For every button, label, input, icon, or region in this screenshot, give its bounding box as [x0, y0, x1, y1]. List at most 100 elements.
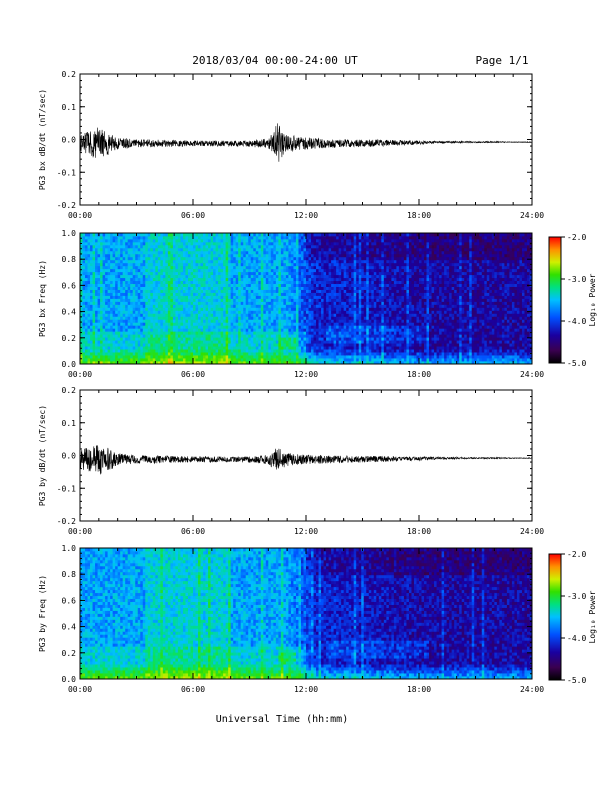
spectrogram-cell	[137, 322, 141, 326]
spectrogram-cell	[336, 241, 340, 246]
spectrogram-cell	[233, 289, 237, 293]
spectrogram-cell	[170, 235, 174, 240]
spectrogram-cell	[208, 322, 211, 326]
spectrogram-cell	[285, 313, 289, 317]
spectrogram-cell	[152, 313, 156, 317]
spectrogram-cell	[238, 310, 242, 314]
spectrogram-cell	[290, 319, 294, 323]
spectrogram-cell	[122, 316, 126, 320]
spectrogram-cell	[240, 346, 244, 350]
spectrogram-cell	[341, 268, 345, 273]
spectrogram-cell	[117, 253, 121, 258]
spectrogram-cell	[338, 337, 342, 341]
spectrogram-cell	[85, 325, 88, 329]
spectrogram-cell	[275, 331, 279, 335]
spectrogram-cell	[280, 334, 284, 338]
spectrogram-cell	[115, 238, 119, 243]
spectrogram-cell	[137, 316, 141, 320]
spectrogram-cell	[140, 250, 144, 255]
spectrogram-cell	[258, 316, 262, 320]
spectrogram-cell	[278, 277, 282, 282]
spectrogram-cell	[198, 319, 201, 323]
spectrogram-cell	[223, 343, 227, 347]
spectrogram-cell	[102, 256, 106, 261]
spectrogram-cell	[107, 313, 111, 317]
spectrogram-cell	[353, 343, 357, 347]
spectrogram-cell	[157, 256, 161, 261]
spectrogram-cell	[90, 286, 93, 290]
spectrogram-cell	[107, 343, 111, 347]
spectrogram-cell	[162, 316, 166, 320]
spectrogram-cell	[260, 307, 264, 311]
spectrogram-cell	[265, 346, 269, 350]
spectrogram-cell	[132, 343, 136, 347]
spectrogram-cell	[260, 349, 264, 353]
spectrogram-cell	[323, 250, 327, 255]
spectrogram-cell	[117, 271, 121, 276]
spectrogram-cell	[250, 286, 254, 290]
spectrogram-cell	[336, 349, 340, 353]
spectrogram-cell	[105, 259, 109, 264]
spectrogram-cell	[182, 233, 186, 237]
spectrogram-cell	[172, 241, 176, 246]
spectrogram-cell	[172, 265, 176, 270]
spectrogram-cell	[125, 277, 129, 282]
spectrogram-cell	[343, 340, 347, 344]
spectrogram-cell	[80, 247, 83, 252]
spectrogram-cell	[205, 334, 209, 338]
spectrogram-cell	[102, 274, 106, 279]
spectrogram-cell	[316, 325, 319, 329]
spectrogram-cell	[100, 340, 103, 344]
spectrogram-cell	[240, 358, 244, 362]
spectrogram-cell	[200, 328, 204, 332]
spectrogram-cell	[102, 325, 106, 329]
spectrogram-cell	[107, 283, 111, 287]
spectrogram-cell	[253, 346, 257, 350]
spectrogram-cell	[265, 241, 269, 246]
spectrogram-cell	[142, 244, 146, 249]
spectrogram-cell	[333, 346, 337, 350]
spectrogram-cell	[323, 289, 327, 293]
spectrogram-cell	[285, 337, 289, 341]
spectrogram-cell	[137, 238, 141, 243]
spectrogram-cell	[210, 241, 214, 246]
spectrogram-cell	[127, 358, 131, 362]
spectrogram-cell	[288, 295, 292, 299]
spectrogram-cell	[333, 343, 337, 347]
spectrogram-cell	[145, 274, 149, 279]
spectrogram-cell	[353, 277, 357, 282]
spectrogram-cell	[223, 337, 227, 341]
spectrogram-cell	[278, 289, 282, 293]
spectrogram-cell	[333, 283, 337, 287]
spectrogram-cell	[255, 322, 259, 326]
spectrogram-cell	[218, 235, 222, 240]
spectrogram-cell	[172, 346, 176, 350]
spectrogram-cell	[97, 280, 101, 285]
spectrogram-cell	[147, 241, 151, 246]
spectrogram-cell	[255, 250, 259, 255]
spectrogram-cell	[228, 277, 232, 282]
spectrogram-cell	[175, 295, 179, 299]
spectrogram-cell	[240, 310, 244, 314]
spectrogram-cell	[311, 334, 314, 338]
spectrogram-cell	[195, 343, 199, 347]
spectrogram-cell	[250, 292, 254, 296]
spectrogram-cell	[172, 238, 176, 243]
spectrogram-cell	[300, 286, 304, 290]
spectrogram-cell	[336, 265, 340, 270]
spectrogram-cell	[132, 259, 136, 264]
spectrogram-cell	[122, 334, 126, 338]
spectrogram-cell	[293, 238, 297, 243]
spectrogram-cell	[112, 277, 116, 282]
spectrogram-cell	[198, 328, 201, 332]
spectrogram-cell	[117, 265, 121, 270]
spectrogram-cell	[195, 322, 199, 326]
spectrogram-cell	[120, 319, 124, 323]
spectrogram-cell	[85, 250, 88, 255]
spectrogram-cell	[351, 334, 355, 338]
spectrogram-cell	[177, 295, 181, 299]
spectrogram-cell	[293, 355, 297, 359]
spectrogram-cell	[240, 301, 244, 305]
spectrogram-cell	[323, 283, 327, 287]
spectrogram-cell	[290, 268, 294, 273]
